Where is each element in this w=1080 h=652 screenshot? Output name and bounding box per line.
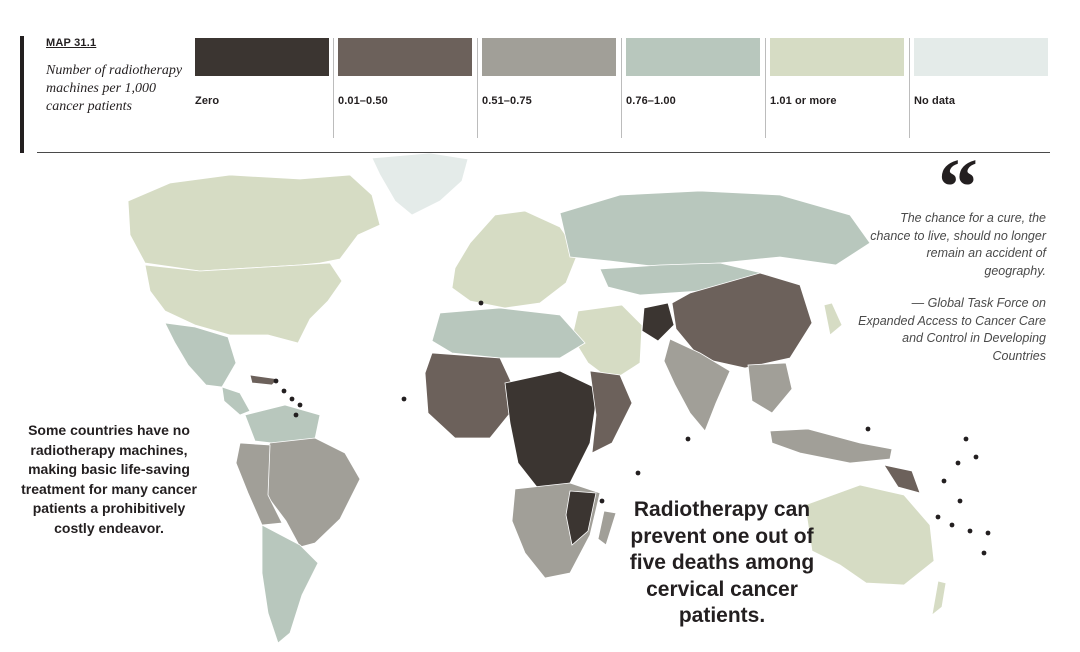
quote-mark: “ xyxy=(938,144,978,232)
center-note: Radiotherapy can prevent one out of five… xyxy=(629,498,815,627)
header-divider xyxy=(37,152,1050,153)
region-usa xyxy=(144,262,343,344)
legend-swatch xyxy=(482,38,616,76)
island-dot xyxy=(281,388,287,394)
region-east-africa xyxy=(589,370,633,454)
island-dot xyxy=(293,412,299,418)
legend-separator xyxy=(909,38,910,138)
island-dot xyxy=(949,522,955,528)
legend-swatch xyxy=(195,38,329,76)
legend-label: 1.01 or more xyxy=(770,95,837,107)
island-dot xyxy=(289,396,295,402)
region-india xyxy=(663,338,731,432)
island-dot xyxy=(963,436,969,442)
island-dot xyxy=(478,300,484,306)
legend-item-low: 0.01–0.50 xyxy=(338,38,472,138)
legend-label: 0.51–0.75 xyxy=(482,95,532,107)
island-dot xyxy=(985,530,991,536)
map-id: MAP 31.1 xyxy=(46,37,97,49)
island-dot xyxy=(297,402,303,408)
region-central-america xyxy=(221,386,251,416)
legend-separator xyxy=(333,38,334,138)
island-dot xyxy=(973,454,979,460)
legend-label: No data xyxy=(914,95,956,107)
legend-swatch xyxy=(338,38,472,76)
region-indonesia xyxy=(769,428,893,464)
legend-separator xyxy=(621,38,622,138)
legend-item-zero: Zero xyxy=(195,38,329,138)
region-andean xyxy=(235,442,283,526)
region-north-africa xyxy=(431,307,586,359)
region-madagascar xyxy=(597,510,617,546)
region-russia xyxy=(559,190,871,268)
legend-label: 0.76–1.00 xyxy=(626,95,676,107)
island-dot xyxy=(955,460,961,466)
region-png xyxy=(883,464,921,494)
quote-text: The chance for a cure, the chance to liv… xyxy=(870,211,1046,278)
quote-attribution: — Global Task Force on Expanded Access t… xyxy=(858,296,1046,363)
legend-item-mid: 0.51–0.75 xyxy=(482,38,616,138)
island-dot xyxy=(685,436,691,442)
island-dot xyxy=(981,550,987,556)
world-map xyxy=(127,153,991,644)
legend-label: 0.01–0.50 xyxy=(338,95,388,107)
region-new-zealand xyxy=(931,580,947,616)
region-west-africa xyxy=(424,352,521,439)
region-mozambique xyxy=(565,490,597,546)
island-dot xyxy=(967,528,973,534)
island-dot xyxy=(273,378,279,384)
legend: Zero 0.01–0.50 0.51–0.75 0.76–1.00 1.01 … xyxy=(195,38,1050,138)
legend-swatch xyxy=(626,38,760,76)
region-afghanistan xyxy=(641,302,675,342)
island-dot xyxy=(635,470,641,476)
title-accent-bar xyxy=(20,36,24,153)
island-dot xyxy=(401,396,407,402)
region-greenland xyxy=(371,153,469,216)
island-dot xyxy=(865,426,871,432)
left-note: Some countries have no radiotherapy mach… xyxy=(21,422,197,536)
region-southern-cone xyxy=(261,524,319,644)
map-title: Number of radiotherapy machines per 1,00… xyxy=(46,63,183,114)
region-japan xyxy=(823,302,843,336)
region-canada xyxy=(127,174,381,272)
region-southeast-asia xyxy=(747,362,793,414)
region-central-africa xyxy=(504,370,599,492)
region-australia xyxy=(804,484,935,586)
legend-swatch xyxy=(914,38,1048,76)
region-china xyxy=(671,272,813,369)
legend-item-upper: 0.76–1.00 xyxy=(626,38,760,138)
region-caribbean xyxy=(249,374,279,386)
legend-item-no-data: No data xyxy=(914,38,1048,138)
legend-separator xyxy=(765,38,766,138)
island-dot xyxy=(599,498,605,504)
island-dot xyxy=(935,514,941,520)
region-europe xyxy=(451,210,579,309)
legend-label: Zero xyxy=(195,95,220,107)
legend-swatch xyxy=(770,38,904,76)
legend-separator xyxy=(477,38,478,138)
island-dot xyxy=(957,498,963,504)
legend-item-high: 1.01 or more xyxy=(770,38,904,138)
island-dot xyxy=(941,478,947,484)
